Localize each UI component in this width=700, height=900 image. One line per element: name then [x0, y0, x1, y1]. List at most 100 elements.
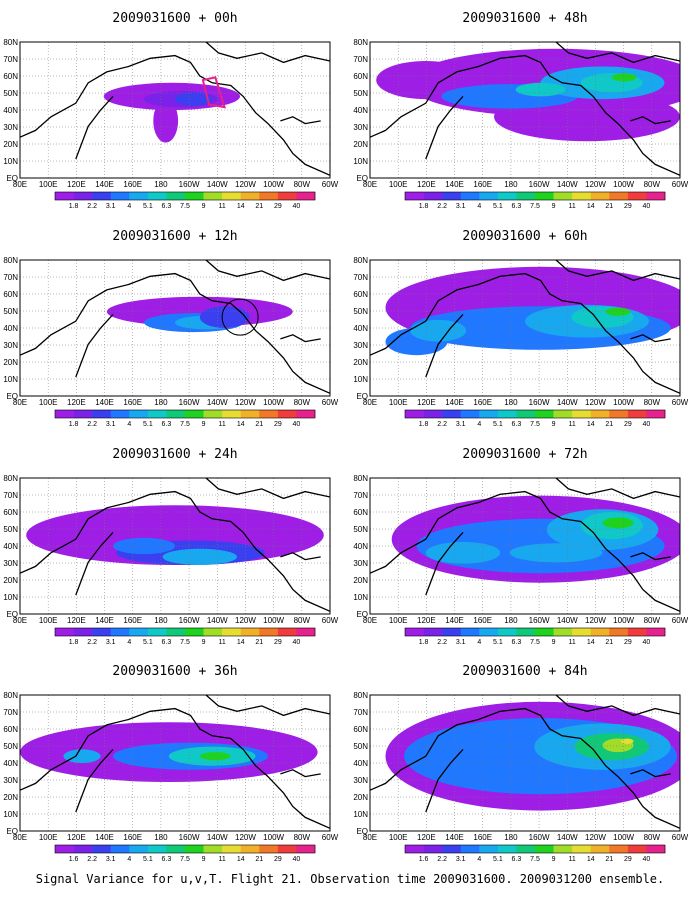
- colorbar-label: 6.3: [162, 203, 172, 210]
- colorbar-label: 7.5: [180, 856, 190, 863]
- colorbar-frame: [54, 627, 316, 637]
- colorbar-label: 9: [552, 639, 556, 646]
- lon-tick-label: 80E: [363, 616, 377, 625]
- variance-contour: [376, 61, 476, 100]
- colorbar-swatch: [296, 410, 316, 418]
- colorbar-swatch: [609, 845, 629, 853]
- lon-tick-label: 140W: [207, 616, 228, 625]
- colorbar-label: 21: [255, 856, 263, 863]
- lat-tick-label: EQ: [356, 610, 368, 619]
- lat-tick-label: 80N: [3, 38, 18, 47]
- colorbar-label: 40: [293, 639, 301, 646]
- colorbar-frame: [404, 844, 666, 854]
- lon-tick-label: 80E: [363, 398, 377, 407]
- lat-tick-label: 20N: [3, 358, 18, 367]
- map-panel: 2009031600 + 00h EQ 10N 20N 30N 40N 50N 60N 70N 8…: [3, 11, 338, 210]
- lon-tick-label: 140E: [445, 616, 464, 625]
- lat-tick-label: 80N: [353, 474, 368, 483]
- colorbar-swatch: [185, 192, 204, 200]
- colorbar-label: 9: [552, 421, 556, 428]
- variance-contour: [611, 73, 637, 82]
- colorbar-label: 14: [237, 639, 245, 646]
- colorbar-swatch: [55, 845, 74, 853]
- lon-tick-label: 60W: [322, 180, 339, 189]
- lat-tick-label: 50N: [3, 742, 18, 751]
- colorbar-swatch: [442, 192, 462, 200]
- colorbar-swatch: [516, 628, 536, 636]
- colorbar-label: 4: [477, 639, 481, 646]
- plot-area: [370, 478, 680, 614]
- colorbar-swatch: [590, 628, 610, 636]
- plot-area: [370, 695, 680, 831]
- variance-contour: [153, 99, 179, 143]
- lon-tick-label: 100W: [613, 616, 634, 625]
- colorbar-swatch: [572, 845, 592, 853]
- colorbar-swatch: [277, 628, 297, 636]
- variance-contour: [605, 307, 631, 316]
- coastline: [75, 95, 114, 160]
- colorbar-swatch: [222, 628, 242, 636]
- lon-tick-label: 80W: [644, 616, 661, 625]
- coastline: [280, 116, 321, 125]
- lon-tick-label: 60W: [322, 616, 339, 625]
- colorbar-swatch: [129, 845, 149, 853]
- colorbar-swatch: [590, 410, 610, 418]
- lon-tick-label: 180: [154, 398, 168, 407]
- lat-tick-label: 60N: [3, 725, 18, 734]
- colorbar-label: 6.3: [162, 639, 172, 646]
- lat-tick-label: 20N: [3, 793, 18, 802]
- colorbar-frame: [404, 409, 666, 419]
- lon-tick-label: 120E: [67, 180, 86, 189]
- colorbar-swatch: [590, 192, 610, 200]
- colorbar-swatch: [590, 845, 610, 853]
- colorbar-label: 6.3: [512, 639, 522, 646]
- lon-tick-label: 80W: [644, 180, 661, 189]
- lat-tick-label: 70N: [353, 273, 368, 282]
- lon-tick-label: 180: [154, 616, 168, 625]
- colorbar-label: 2.2: [437, 856, 447, 863]
- colorbar-swatch: [147, 192, 167, 200]
- lon-tick-label: 140E: [95, 180, 114, 189]
- lon-tick-label: 120E: [417, 180, 436, 189]
- colorbar-swatch: [460, 192, 480, 200]
- plot-area: [370, 42, 680, 178]
- colorbar-label: 14: [587, 639, 595, 646]
- lon-tick-label: 140W: [207, 833, 228, 842]
- colorbar-swatch: [479, 628, 499, 636]
- lat-tick-label: 40N: [3, 759, 18, 768]
- lat-tick-label: 30N: [3, 123, 18, 132]
- colorbar-swatch: [259, 410, 279, 418]
- colorbar-label: 5.1: [143, 203, 153, 210]
- colorbar-swatch: [516, 845, 536, 853]
- lat-tick-label: EQ: [6, 610, 18, 619]
- colorbar-label: 5.1: [493, 639, 503, 646]
- lon-tick-label: 80E: [13, 616, 27, 625]
- lat-tick-label: 20N: [353, 358, 368, 367]
- variance-contour: [515, 82, 566, 97]
- variance-contour: [602, 517, 634, 529]
- variance-contour: [410, 319, 467, 342]
- lon-tick-label: 160E: [473, 180, 492, 189]
- lon-tick-label: 80W: [644, 833, 661, 842]
- colorbar-label: 21: [605, 639, 613, 646]
- colorbar-swatch: [497, 192, 517, 200]
- variance-contour: [621, 738, 634, 744]
- lon-tick-label: 100E: [389, 616, 408, 625]
- plot-area: [20, 260, 330, 396]
- colorbar-label: 40: [293, 856, 301, 863]
- colorbar-label: 3.1: [456, 421, 466, 428]
- colorbar-swatch: [442, 410, 462, 418]
- colorbar-frame: [54, 409, 316, 419]
- lat-tick-label: 60N: [3, 508, 18, 517]
- colorbar-swatch: [166, 410, 186, 418]
- lat-tick-label: 50N: [353, 307, 368, 316]
- coastline: [425, 95, 464, 160]
- lat-tick-label: EQ: [356, 174, 368, 183]
- lat-tick-label: EQ: [356, 392, 368, 401]
- colorbar-swatch: [405, 410, 424, 418]
- panel-title: 2009031600 + 60h: [462, 229, 587, 244]
- colorbar-label: 14: [237, 856, 245, 863]
- colorbar-label: 1.8: [69, 203, 79, 210]
- lat-tick-label: 50N: [353, 742, 368, 751]
